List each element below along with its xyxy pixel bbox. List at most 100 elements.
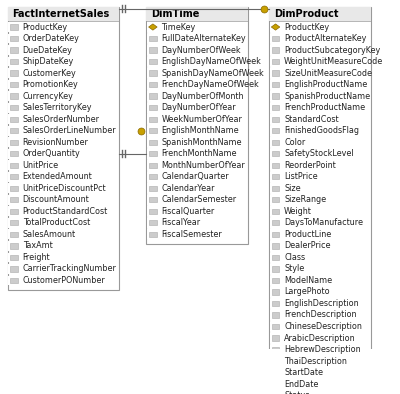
Bar xyxy=(272,93,279,99)
Bar xyxy=(270,195,281,204)
Bar xyxy=(10,232,18,237)
Bar xyxy=(272,370,279,375)
Bar xyxy=(147,206,158,216)
Bar xyxy=(149,232,157,237)
Bar xyxy=(8,138,20,147)
Bar xyxy=(272,36,279,41)
Bar xyxy=(270,241,281,251)
Bar xyxy=(270,22,281,32)
Text: ChineseDescription: ChineseDescription xyxy=(284,322,362,331)
Bar xyxy=(147,149,158,159)
Text: Freight: Freight xyxy=(23,253,50,262)
Text: DiscountAmount: DiscountAmount xyxy=(23,195,89,204)
Bar xyxy=(8,218,20,228)
Text: Status: Status xyxy=(284,391,310,394)
Bar xyxy=(272,209,279,214)
Bar xyxy=(10,71,18,76)
Text: FrenchDescription: FrenchDescription xyxy=(284,310,356,320)
Bar xyxy=(147,138,158,147)
Text: FiscalYear: FiscalYear xyxy=(161,218,200,227)
Bar xyxy=(149,36,157,41)
Bar xyxy=(8,7,119,290)
Bar xyxy=(272,47,279,53)
Text: ShipDateKey: ShipDateKey xyxy=(23,57,74,66)
Bar xyxy=(149,197,157,203)
Text: Style: Style xyxy=(284,264,304,273)
Bar xyxy=(8,7,119,21)
Bar xyxy=(272,335,279,341)
Bar xyxy=(270,80,281,89)
Text: ListPrice: ListPrice xyxy=(284,172,318,181)
Bar xyxy=(270,45,281,55)
Bar xyxy=(8,103,20,113)
Bar xyxy=(272,312,279,318)
Bar xyxy=(270,333,281,343)
Bar xyxy=(8,149,20,159)
Bar xyxy=(272,128,279,133)
Bar xyxy=(10,105,18,110)
Bar xyxy=(10,174,18,179)
Bar xyxy=(8,126,20,136)
Text: ReorderPoint: ReorderPoint xyxy=(284,161,336,170)
Bar xyxy=(149,163,157,168)
Bar xyxy=(269,7,371,21)
Bar xyxy=(147,126,158,136)
Text: StartDate: StartDate xyxy=(284,368,323,377)
Bar xyxy=(270,103,281,113)
Bar xyxy=(149,82,157,87)
Text: WeekNumberOfYear: WeekNumberOfYear xyxy=(161,115,242,124)
Text: FrenchDayNameOfWeek: FrenchDayNameOfWeek xyxy=(161,80,259,89)
Bar xyxy=(272,301,279,306)
Bar xyxy=(146,7,248,243)
Text: Color: Color xyxy=(284,138,305,147)
Text: UnitPriceDiscountPct: UnitPriceDiscountPct xyxy=(23,184,106,193)
Text: SalesOrderNumber: SalesOrderNumber xyxy=(23,115,100,124)
Text: TaxAmt: TaxAmt xyxy=(23,242,52,250)
Bar xyxy=(8,241,20,251)
Bar xyxy=(147,33,158,43)
Polygon shape xyxy=(149,24,157,30)
Bar xyxy=(270,138,281,147)
Text: Weight: Weight xyxy=(284,207,312,216)
Bar xyxy=(10,47,18,53)
Bar xyxy=(8,114,20,124)
Bar xyxy=(10,163,18,168)
Bar xyxy=(10,36,18,41)
Bar xyxy=(10,220,18,225)
Text: SpanishMonthName: SpanishMonthName xyxy=(161,138,242,147)
Bar xyxy=(270,299,281,309)
Text: MonthNumberOfYear: MonthNumberOfYear xyxy=(161,161,245,170)
Bar xyxy=(272,117,279,122)
Text: RevisionNumber: RevisionNumber xyxy=(23,138,88,147)
Text: CarrierTrackingNumber: CarrierTrackingNumber xyxy=(23,264,116,273)
Bar xyxy=(272,174,279,179)
Bar xyxy=(10,255,18,260)
Bar xyxy=(149,59,157,64)
Bar xyxy=(270,264,281,274)
Bar xyxy=(8,253,20,262)
Bar xyxy=(270,33,281,43)
Bar xyxy=(149,139,157,145)
Bar xyxy=(270,229,281,239)
Text: DimTime: DimTime xyxy=(151,9,199,19)
Bar xyxy=(272,71,279,76)
Bar xyxy=(270,172,281,182)
Bar xyxy=(272,105,279,110)
Bar xyxy=(272,139,279,145)
Polygon shape xyxy=(271,24,280,30)
Text: SalesTerritoryKey: SalesTerritoryKey xyxy=(23,103,92,112)
Bar xyxy=(10,266,18,271)
Text: ThaiDescription: ThaiDescription xyxy=(284,357,347,366)
Bar xyxy=(270,183,281,193)
Text: ProductStandardCost: ProductStandardCost xyxy=(23,207,108,216)
Text: ProductKey: ProductKey xyxy=(23,22,68,32)
Bar xyxy=(149,186,157,191)
Bar xyxy=(270,206,281,216)
Bar xyxy=(8,33,20,43)
Bar xyxy=(8,183,20,193)
Bar xyxy=(8,275,20,285)
Text: SafetyStockLevel: SafetyStockLevel xyxy=(284,149,354,158)
Bar xyxy=(272,82,279,87)
Text: EnglishDescription: EnglishDescription xyxy=(284,299,359,308)
Bar xyxy=(147,183,158,193)
